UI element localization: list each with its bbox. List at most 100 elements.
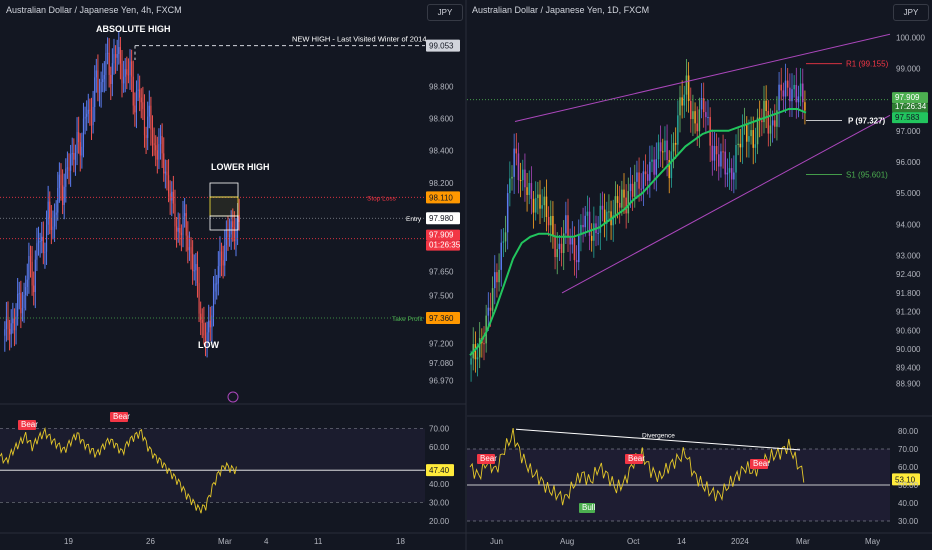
left-candle	[103, 75, 105, 80]
right-candle	[530, 183, 533, 199]
right-candle	[569, 237, 571, 245]
take-profit-price-label-bg	[426, 311, 460, 324]
take-profit-price-label: 97.360	[429, 314, 454, 323]
low-annotation: LOW	[198, 340, 219, 350]
left-candle	[106, 52, 109, 54]
right-y-tick: 89.400	[896, 364, 921, 373]
left-candle	[229, 234, 231, 238]
right-candle	[713, 146, 716, 161]
left-candle	[90, 110, 93, 126]
left-candle	[177, 227, 179, 232]
right-candle	[756, 117, 759, 145]
right-candle	[702, 98, 705, 113]
right-candle	[797, 96, 800, 103]
left-candle	[166, 171, 168, 176]
right-candle	[750, 130, 752, 137]
left-candle	[235, 229, 237, 242]
right-candle	[558, 243, 561, 250]
right-candle	[687, 75, 690, 102]
left-candle	[124, 69, 126, 77]
left-candle	[118, 47, 120, 55]
right-candle	[634, 181, 636, 197]
left-candle	[192, 253, 194, 271]
right-candle	[487, 307, 490, 316]
right-candle	[679, 97, 681, 116]
right-x-tick: 14	[677, 537, 686, 546]
left-candle	[216, 283, 218, 285]
right-y-tick: 91.200	[896, 308, 921, 317]
right-candle	[692, 111, 694, 120]
right-candle	[720, 151, 722, 167]
right-y-tick: 88.900	[896, 379, 921, 388]
right-candle	[543, 196, 546, 206]
right-candle	[672, 142, 675, 152]
left-candle	[37, 241, 40, 244]
right-candle	[584, 215, 586, 228]
left-candle	[227, 230, 229, 238]
left-rsi-y-tick: 40.00	[429, 480, 450, 489]
left-candle	[182, 215, 184, 236]
right-candle	[522, 169, 524, 181]
left-rsi-bear-badge-2: Bear	[113, 412, 130, 421]
right-candle	[646, 174, 649, 181]
left-candle	[60, 174, 62, 186]
right-candle	[474, 344, 477, 360]
left-candle	[52, 226, 54, 231]
right-candle	[659, 142, 662, 152]
right-candle	[728, 168, 731, 173]
right-candle	[601, 205, 604, 210]
left-candle	[195, 264, 197, 271]
right-candle	[554, 235, 556, 258]
right-currency-button[interactable]: JPY	[893, 4, 929, 21]
entry-note: Entry	[406, 216, 422, 223]
right-candle	[649, 161, 651, 181]
right-candle	[767, 111, 770, 134]
left-x-tick: 11	[314, 537, 323, 546]
right-y-tick: 99.000	[896, 65, 921, 74]
right-candle	[666, 140, 668, 160]
right-candle	[711, 145, 714, 161]
left-currency-button[interactable]: JPY	[427, 4, 463, 21]
right-current-price-label-bg	[892, 92, 928, 104]
right-candle	[588, 211, 591, 236]
left-rsi-y-tick: 20.00	[429, 517, 450, 526]
right-rsi-y-tick: 60.00	[898, 463, 919, 472]
right-y-tick: 92.400	[896, 270, 921, 279]
left-candle	[132, 76, 134, 106]
right-x-tick: Oct	[627, 537, 640, 546]
right-y-tick: 93.000	[896, 252, 921, 261]
left-candle	[44, 251, 46, 253]
stop-loss-price-label-bg	[426, 191, 460, 204]
right-rsi-bear-badge-2: Bear	[628, 454, 645, 463]
left-candle	[204, 335, 207, 342]
right-candle	[506, 193, 509, 233]
left-candle	[15, 316, 17, 331]
right-candle	[735, 144, 737, 173]
right-candle	[478, 338, 481, 358]
left-candle	[94, 77, 96, 108]
right-candle	[515, 148, 518, 154]
left-rsi-bear-badge-1-bg	[18, 420, 36, 430]
right-y-tick: 90.600	[896, 326, 921, 335]
left-candle	[214, 283, 216, 292]
left-candle	[137, 89, 139, 92]
right-y-tick: 96.000	[896, 158, 921, 167]
left-candle	[87, 109, 89, 114]
right-candle	[662, 151, 664, 153]
left-candle	[5, 316, 7, 330]
right-candle	[698, 109, 701, 132]
left-candle	[142, 102, 144, 109]
right-rsi-y-tick: 70.00	[898, 445, 919, 454]
left-rsi-y-tick: 30.00	[429, 498, 450, 507]
left-candle	[25, 286, 27, 296]
left-candle	[115, 54, 117, 58]
right-candle	[511, 176, 513, 179]
right-rsi-bear-badge-3: Bear	[753, 459, 770, 468]
right-candle	[782, 90, 785, 97]
left-y-tick: 97.080	[429, 359, 454, 368]
right-ma-price-label: 97.583	[895, 113, 920, 122]
left-candle	[71, 153, 73, 155]
left-candle	[65, 168, 67, 187]
left-candle	[26, 279, 28, 287]
wedge-lower-line	[561, 114, 891, 294]
